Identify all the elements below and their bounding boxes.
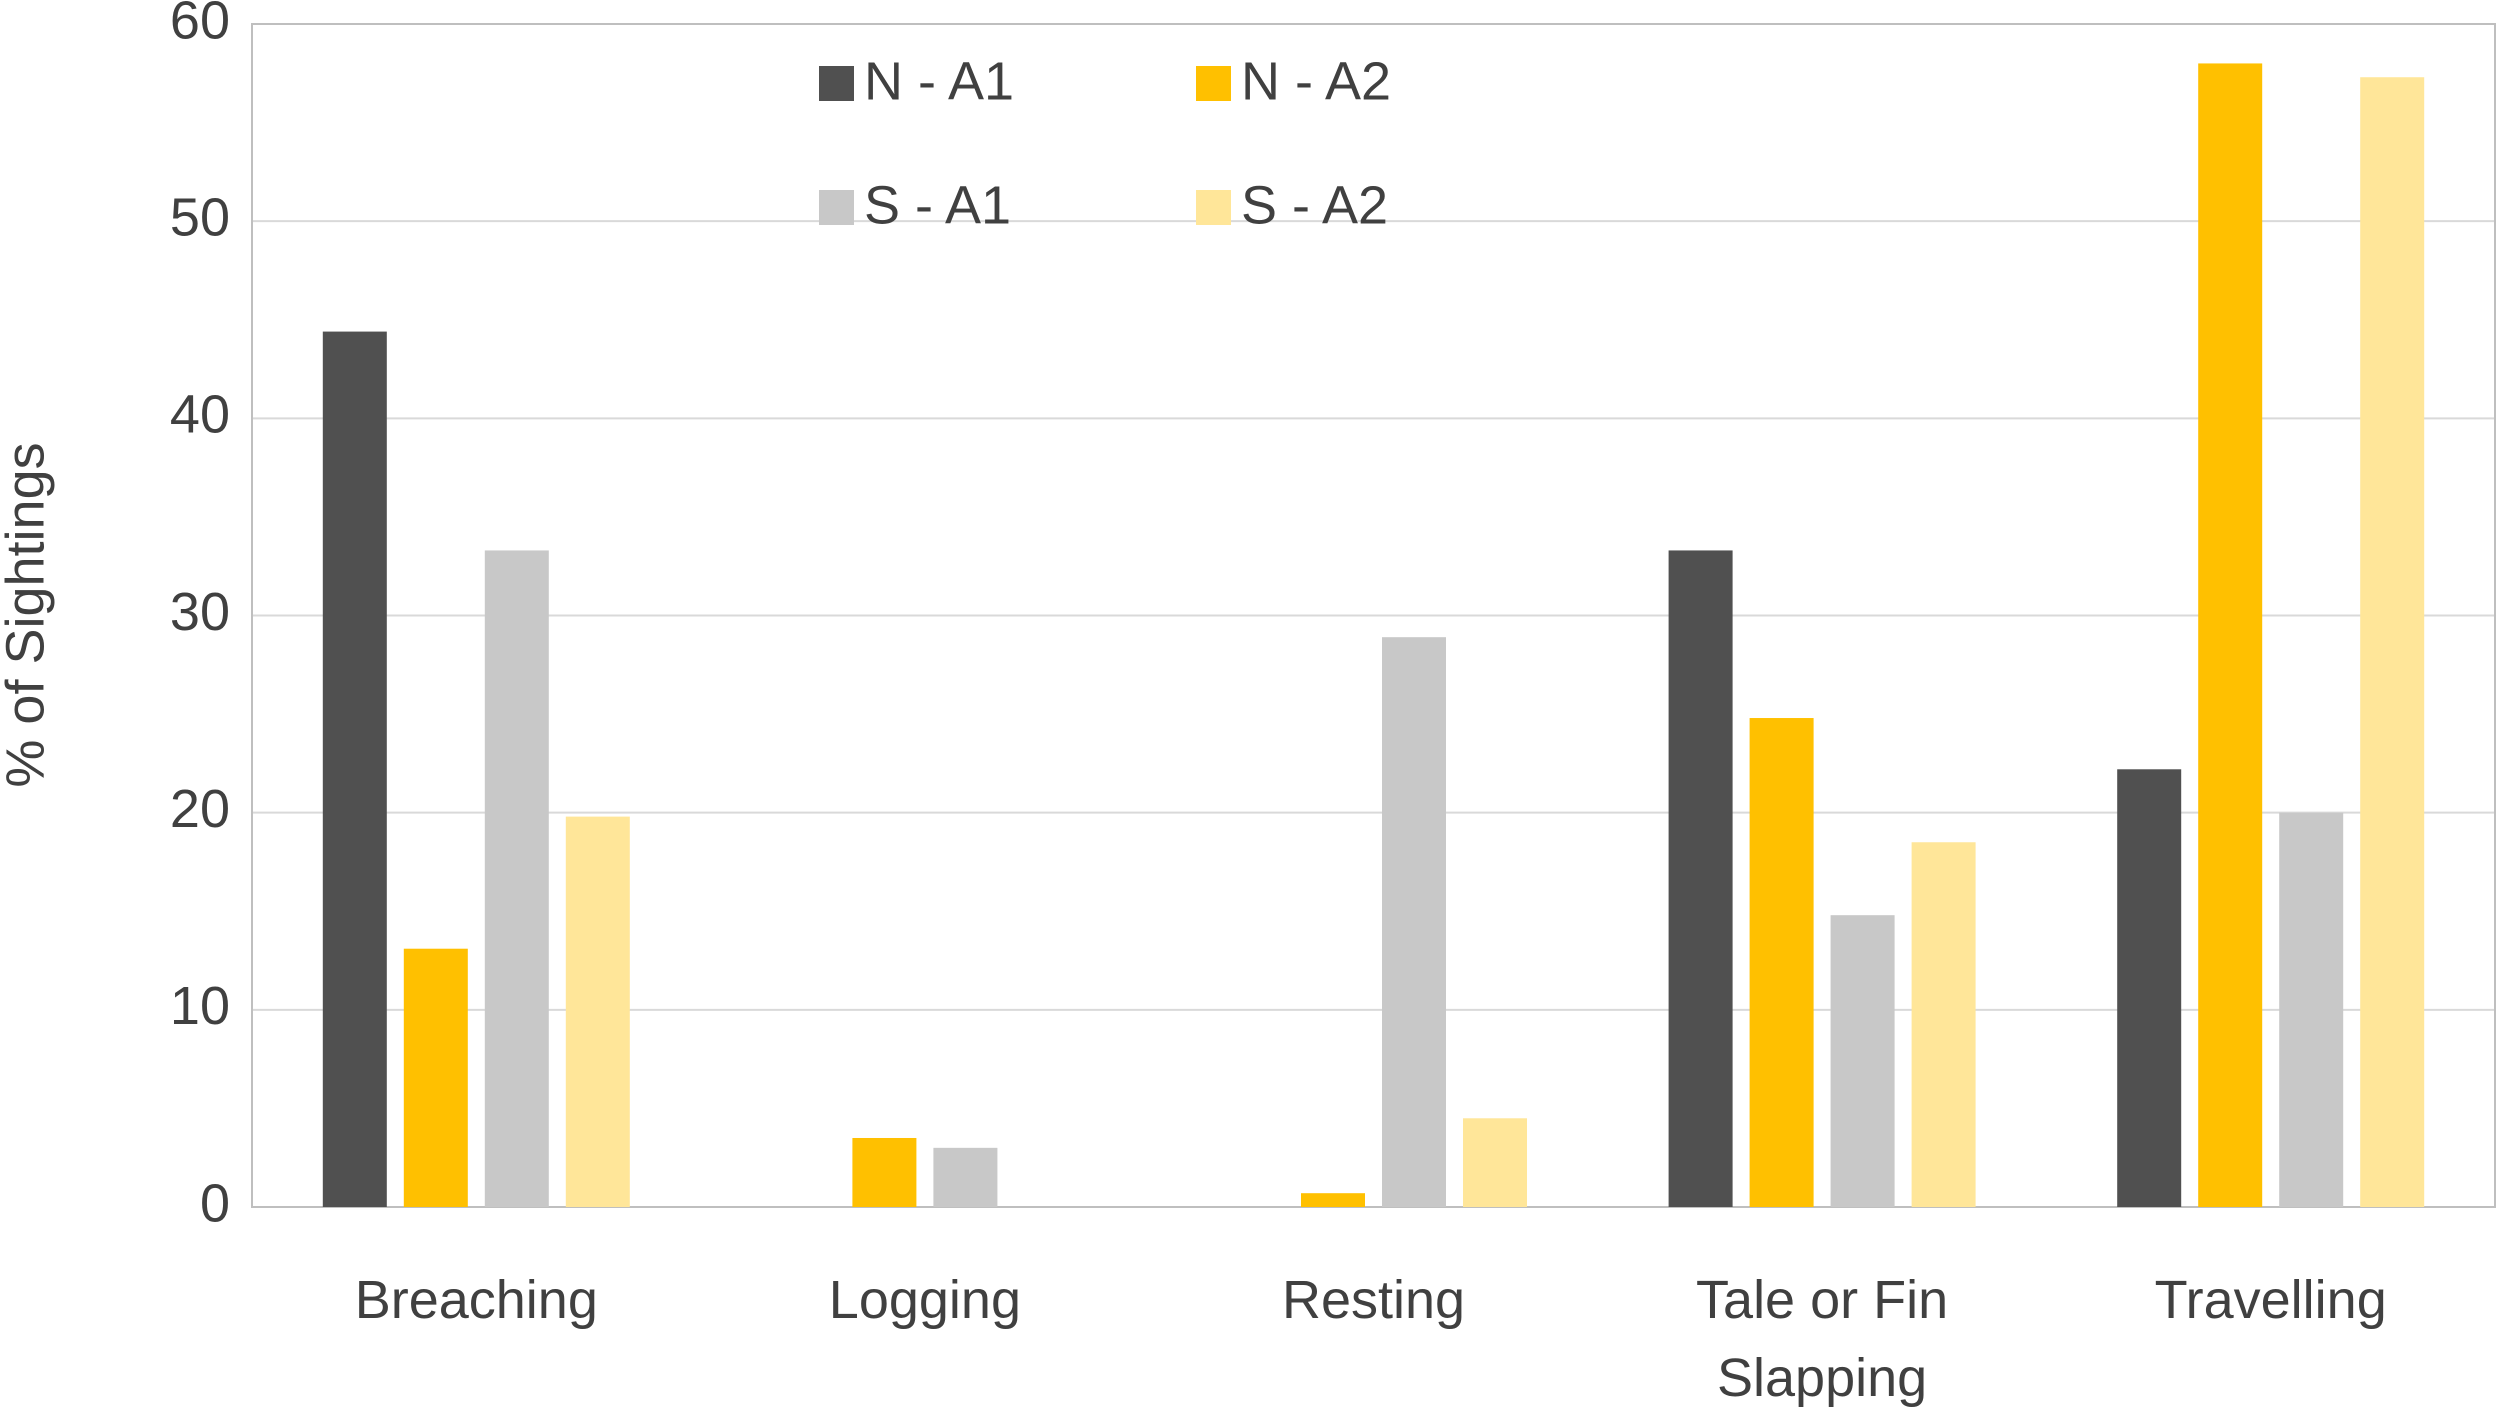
bar: [565, 816, 630, 1207]
y-tick-label: 60: [170, 0, 230, 50]
y-tick-label: 0: [200, 1173, 230, 1233]
x-tick-label: Resting: [1281, 1270, 1466, 1330]
bar: [852, 1137, 917, 1207]
x-tick-label: Logging: [828, 1270, 1021, 1330]
bar: [1301, 1193, 1365, 1207]
legend-label: N - A1: [864, 51, 1014, 111]
bar: [1668, 550, 1733, 1207]
x-tick-label: Tale or Fin Slapping: [1696, 1270, 1949, 1408]
legend-label: N - A2: [1241, 51, 1391, 111]
bar: [2117, 769, 2182, 1207]
bar: [1382, 637, 1446, 1207]
bar: [1911, 842, 1976, 1207]
legend-swatch: [1196, 66, 1231, 101]
y-tick-label: 20: [170, 779, 230, 839]
bar: [933, 1147, 998, 1207]
y-tick-label: 30: [170, 582, 230, 642]
legend-swatch: [819, 190, 854, 225]
bar: [2279, 812, 2344, 1207]
bar: [2198, 63, 2263, 1207]
y-tick-label: 40: [170, 385, 230, 445]
bar: [1463, 1118, 1527, 1207]
bar: [1749, 718, 1814, 1207]
bar: [2360, 77, 2425, 1208]
y-tick-label: 10: [170, 976, 230, 1036]
bar: [484, 550, 549, 1207]
legend-label: S - A2: [1241, 175, 1388, 235]
bar: [322, 331, 387, 1208]
y-axis-label: % of Sightings: [0, 442, 55, 787]
y-tick-label: 50: [170, 187, 230, 247]
plot-border: [251, 23, 2496, 1208]
x-tick-label: Travelling: [2154, 1270, 2387, 1330]
legend-label: S - A1: [864, 175, 1011, 235]
x-tick-label: Breaching: [354, 1270, 598, 1330]
bar: [403, 948, 468, 1207]
legend-swatch: [819, 66, 854, 101]
bar: [1830, 915, 1895, 1207]
legend-swatch: [1196, 190, 1231, 225]
